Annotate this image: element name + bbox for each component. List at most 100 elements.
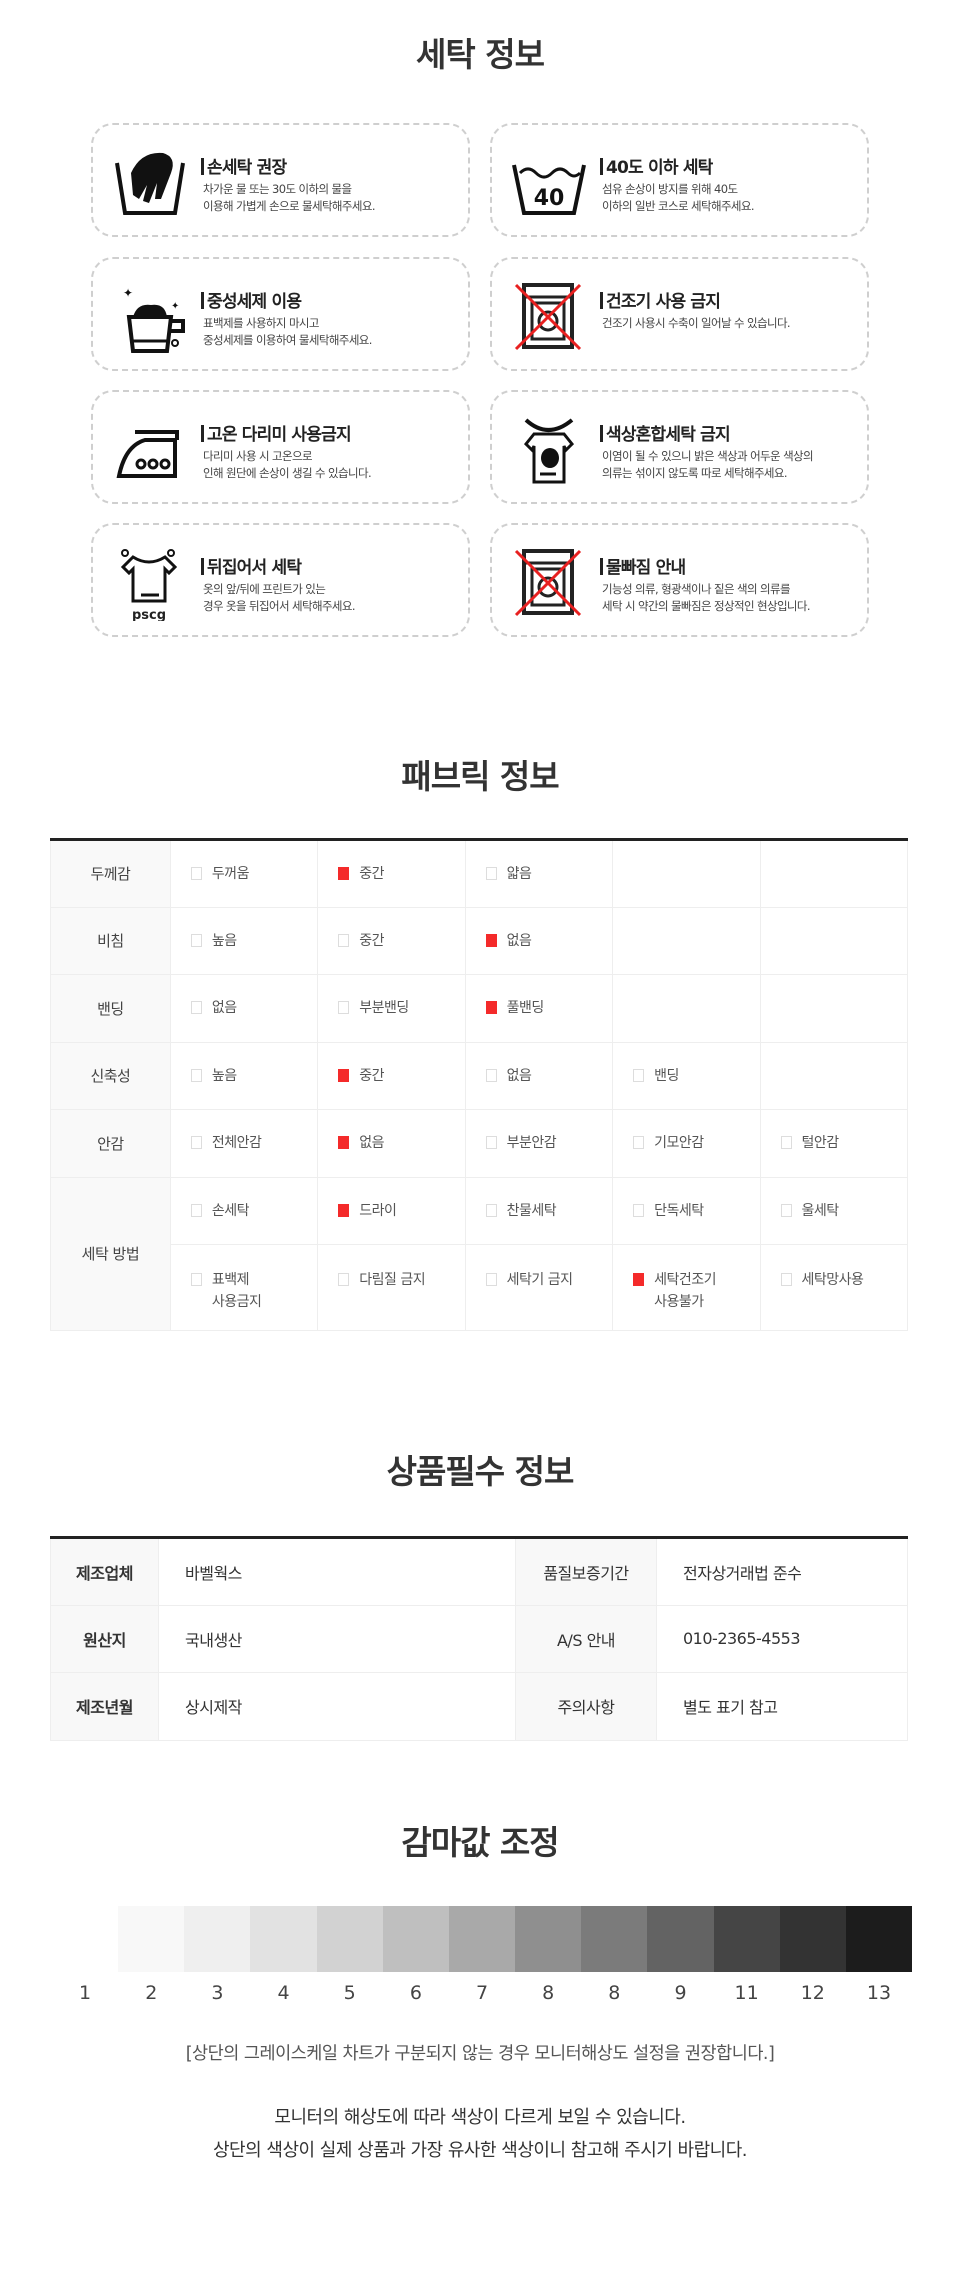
checkbox <box>485 1068 497 1082</box>
care-card-title: 중성세제 이용 <box>201 287 302 312</box>
separate-colors-icon <box>523 418 575 484</box>
empty-cell <box>612 906 761 975</box>
gray-swatch <box>713 1906 780 1972</box>
care-card: 색상혼합세탁 금지 이염이 될 수 있으니 밝은 색상과 어두운 색상의 의류는… <box>490 390 869 504</box>
checkbox <box>485 1203 497 1217</box>
gray-swatch-label: 3 <box>211 1982 224 2004</box>
product-key: 제조업체 <box>50 1537 159 1606</box>
care-card-desc: 기능성 의류, 형광색이나 짙은 색의 의류를 세탁 시 약간의 물빠짐은 정상… <box>602 582 811 613</box>
monitor-note-2: 상단의 색상이 실제 상품과 가장 유사한 색상이니 참고해 주시기 바랍니다. <box>212 2140 748 2161</box>
gray-swatch-label: 9 <box>674 1982 687 2004</box>
care-card-title: 뒤집어서 세탁 <box>201 553 302 578</box>
option-label: 높음 <box>211 1067 237 1084</box>
product-value: 010-2365-4553 <box>656 1604 908 1673</box>
care-card: 고온 다리미 사용금지 다리미 사용 시 고온으로 인해 원단에 손상이 생길 … <box>91 390 470 504</box>
fabric-option: 없음 <box>464 906 614 975</box>
care-card-desc: 이염이 될 수 있으니 밝은 색상과 어두운 색상의 의류는 섞이지 않도록 따… <box>602 449 814 480</box>
checkbox <box>190 1068 202 1082</box>
fabric-option: 없음 <box>317 1109 466 1178</box>
gray-swatch <box>647 1906 714 1972</box>
gray-swatch <box>845 1906 913 1972</box>
fabric-row: 비침 높음 중간 없음 <box>50 906 908 975</box>
fabric-option: 세탁기 금지 <box>464 1244 614 1331</box>
care-card-desc: 섬유 손상이 방지를 위해 40도 이하의 일반 코스로 세탁해주세요. <box>602 182 755 213</box>
product-value: 국내생산 <box>158 1604 516 1673</box>
gray-swatch <box>382 1906 449 1972</box>
wash-40-icon: 40 <box>512 164 586 215</box>
option-label: 세탁망사용 <box>801 1272 864 1288</box>
gray-swatch-label: 5 <box>343 1982 356 2004</box>
checkbox <box>485 933 497 947</box>
fabric-option: 손세탁 <box>169 1176 319 1245</box>
fabric-option: 밴딩 <box>612 1041 761 1110</box>
option-label: 얇음 <box>506 865 532 882</box>
checkbox <box>338 1068 350 1082</box>
option-label: 두꺼움 <box>211 865 250 882</box>
option-label: 부분밴딩 <box>359 1000 409 1017</box>
checkbox <box>190 866 202 880</box>
fabric-option: 부분밴딩 <box>317 974 466 1043</box>
fabric-row-label: 두께감 <box>50 839 171 908</box>
fabric-option: 다림질 금지 <box>317 1244 466 1331</box>
product-key: 품질보증기간 <box>515 1537 657 1606</box>
fabric-row: 안감 전체안감 없음 부분안감 기모안감 털안감 <box>50 1109 908 1178</box>
monitor-note-1: 모니터의 해상도에 따라 색상이 다르게 보일 수 있습니다. <box>274 2107 686 2128</box>
gray-swatch <box>184 1906 251 1972</box>
product-row: 제조업체 바벨웍스 품질보증기간 전자상거래법 준수 <box>50 1537 908 1606</box>
laundry-title: 세탁 정보 <box>416 35 545 74</box>
gray-swatch-label: 8 <box>542 1982 555 2004</box>
svg-text:✦: ✦ <box>123 286 133 300</box>
option-label: 높음 <box>211 932 237 949</box>
option-label: 손세탁 <box>211 1202 250 1219</box>
neutral-detergent-icon: ✦✦ <box>123 286 185 353</box>
fabric-row: 신축성 높음 중간 없음 밴딩 <box>50 1041 908 1110</box>
fabric-option: 높음 <box>169 906 319 975</box>
product-value: 전자상거래법 준수 <box>656 1537 908 1606</box>
checkbox <box>485 1136 497 1150</box>
option-label: 찬물세탁 <box>506 1202 557 1219</box>
svg-text:pscg: pscg <box>132 608 166 621</box>
fabric-option: 울세탁 <box>759 1176 908 1245</box>
product-key: 주의사항 <box>515 1672 657 1741</box>
checkbox <box>780 1203 792 1217</box>
checkbox <box>338 1273 350 1286</box>
care-card-desc: 다리미 사용 시 고온으로 인해 원단에 손상이 생길 수 있습니다. <box>203 449 372 480</box>
fabric-option: 중간 <box>317 839 466 908</box>
product-key: A/S 안내 <box>515 1604 657 1673</box>
product-info-table: 제조업체 바벨웍스 품질보증기간 전자상거래법 준수 원산지 국내생산 A/S 안… <box>50 1536 908 1741</box>
care-card-title: 색상혼합세탁 금지 <box>600 420 731 445</box>
fabric-row: 밴딩 없음 부분밴딩 풀밴딩 <box>50 974 908 1043</box>
gamma-title: 감마값 조정 <box>401 1823 559 1862</box>
gray-swatch <box>52 1906 119 1972</box>
no-dryer-icon <box>514 283 582 351</box>
care-card: 물빠짐 안내 기능성 의류, 형광색이나 짙은 색의 의류를 세탁 시 약간의 … <box>490 523 869 637</box>
product-row: 제조년월 상시제작 주의사항 별도 표기 참고 <box>50 1672 908 1741</box>
empty-cell <box>612 839 761 908</box>
option-label: 없음 <box>359 1135 384 1152</box>
checkbox <box>633 1273 645 1286</box>
gray-swatch <box>316 1906 383 1972</box>
fabric-option: 기모안감 <box>612 1109 761 1178</box>
checkbox <box>633 1068 645 1082</box>
fabric-option: 드라이 <box>317 1176 466 1245</box>
fabric-option: 단독세탁 <box>612 1176 761 1245</box>
care-card-title: 40도 이하 세탁 <box>600 153 713 178</box>
option-label: 풀밴딩 <box>506 1000 545 1017</box>
gray-swatch-label: 2 <box>145 1982 158 2004</box>
checkbox <box>190 1136 202 1150</box>
fabric-option: 높음 <box>169 1041 319 1110</box>
care-card-title: 물빠짐 안내 <box>600 553 686 578</box>
care-card: ✦ ✦ 중성세제 이용 표백제를 사용하지 마시고 중성세제를 이용하여 물세탁해… <box>91 257 470 371</box>
option-label: 없음 <box>211 1000 237 1017</box>
gray-swatch-label: 8 <box>608 1982 621 2004</box>
checkbox <box>190 1001 202 1015</box>
fabric-option: 없음 <box>169 974 319 1043</box>
fabric-table: 두께감 두꺼움 중간 얇음 비침 높음 중간 없음 밴딩 없음 부분밴딩 풀밴딩 신축성 높음 중간 없음 밴딩… <box>50 838 908 1331</box>
fabric-row: 세탁 방법 손세탁 드라이 찬물세탁 단독세탁 울세탁 <box>50 1176 908 1331</box>
option-label: 울세탁 <box>801 1202 840 1219</box>
fabric-option: 전체안감 <box>169 1109 319 1178</box>
color-bleed-icon <box>514 549 582 617</box>
care-card: pscg 뒤집어서 세탁 옷의 앞/뒤에 프린트가 있는 경우 옷을 뒤집어서 … <box>91 523 470 637</box>
checkbox <box>338 933 350 947</box>
fabric-option: 중간 <box>317 1041 466 1110</box>
